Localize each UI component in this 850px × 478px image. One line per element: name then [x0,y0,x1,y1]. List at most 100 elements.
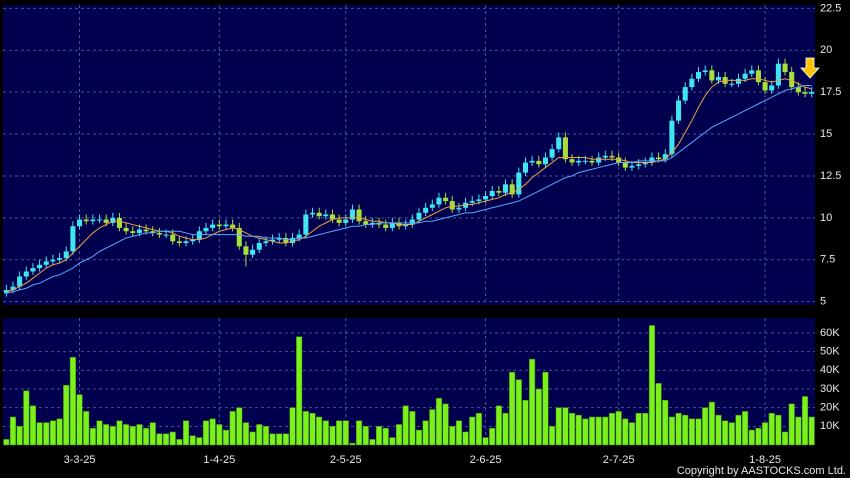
volume-bar [29,405,36,446]
y-tick-label: 7.5 [820,254,835,266]
volume-bar [795,416,802,446]
candle-body [329,214,335,220]
candle-body [289,237,296,243]
candle-body [709,70,715,81]
volume-bar [382,427,389,446]
volume-bar [356,420,363,446]
volume-bar [123,424,130,446]
candle-body [576,160,582,163]
volume-bar [688,418,695,446]
volume-bar [209,418,216,446]
volume-bar [136,424,143,446]
volume-bar [748,429,755,446]
candle-body [522,162,529,173]
volume-bar [615,411,622,446]
volume-bar [395,424,403,446]
volume-bar [216,424,223,446]
candle-body [795,87,801,93]
volume-bar [622,418,629,446]
volume-bar [269,433,276,446]
volume-bar [282,433,289,446]
volume-bar [156,433,163,446]
candle-body [263,241,269,243]
volume-bar [196,437,203,446]
candle-body [502,184,509,193]
candle-body [50,259,56,262]
candle-body [529,160,535,163]
volume-bar [515,379,522,446]
volume-bar [349,442,356,446]
volume-tick-label: 20K [820,402,840,414]
volume-bar [555,407,562,446]
candle-body [283,237,289,243]
volume-bar [728,422,735,446]
volume-bar [529,358,536,446]
candle-body [735,78,741,84]
volume-bar [502,413,509,446]
x-tick-label: 1-4-25 [203,454,235,466]
candle-body [369,222,375,225]
volume-bar [116,420,123,446]
candle-body [516,172,522,195]
volume-bar [435,398,442,446]
candle-body [23,271,29,277]
candle-body [230,224,236,228]
volume-bar [262,426,269,446]
candle-body [3,289,9,294]
volume-bar [755,427,762,446]
candle-body [57,258,63,260]
candle-body [715,77,722,81]
volume-bar [662,399,669,446]
volume-bar [682,414,689,446]
candle-body [90,219,96,222]
volume-bar [582,418,589,446]
volume-bar [449,426,456,446]
volume-bar [762,422,769,446]
signal-arrow [800,57,820,79]
candle-body [77,219,83,227]
candle-body [83,219,89,222]
candle-body [456,207,462,210]
candle-body [156,232,162,235]
volume-bar [229,411,236,446]
candle-body [63,251,69,259]
candle-body [103,219,109,223]
volume-bar [182,420,190,446]
volume-bar [222,429,230,446]
candle-body [642,162,648,165]
candle-body [383,224,389,228]
volume-bar [475,413,482,446]
candle-body [37,264,43,269]
candle-body [349,209,355,220]
volume-bar [549,426,556,446]
candle-body [429,204,435,208]
volume-bar [782,431,789,446]
candle-body [596,157,602,163]
moving-average-line [6,78,812,293]
candle-body [476,199,482,202]
volume-bar [655,383,662,446]
volume-tick-label: 40K [820,364,840,376]
y-tick-label: 12.5 [820,170,841,182]
volume-bar [336,420,343,446]
volume-bar [422,420,429,446]
volume-bar [296,336,303,446]
volume-bar [469,416,476,446]
volume-tick-label: 60K [820,327,840,339]
candle-body [782,63,788,73]
candle-body [356,209,362,222]
candle-body [343,219,349,223]
candle-body [483,196,489,200]
candle-body [769,85,775,91]
candle-body [616,157,622,163]
volume-tick-label: 10K [820,420,840,432]
candle-body [556,137,562,150]
candle-body [662,154,668,160]
volume-bar [309,413,316,446]
candle-body [449,201,455,210]
candle-body [669,120,675,155]
volume-bar [628,422,636,446]
candle-body [469,201,475,203]
candle-body [136,229,142,233]
volume-tick-label: 50K [820,346,840,358]
